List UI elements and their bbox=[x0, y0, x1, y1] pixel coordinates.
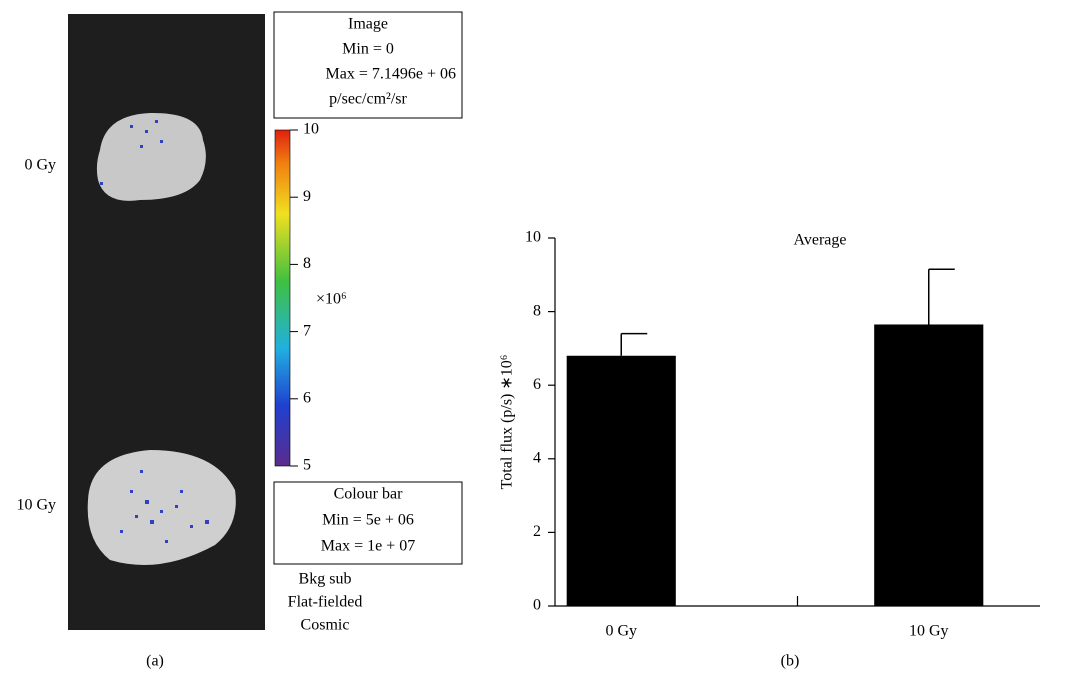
y-axis-label: Total flux (p/s) ∗10⁶ bbox=[499, 355, 516, 490]
chart-title: Average bbox=[794, 232, 847, 249]
colorbar-tick-label: 5 bbox=[303, 457, 311, 474]
colorbar bbox=[274, 129, 291, 467]
image-box-text: p/sec/cm²/sr bbox=[329, 91, 407, 108]
image-box-text: Min = 0 bbox=[342, 41, 394, 58]
note: Bkg sub bbox=[299, 571, 352, 588]
colorbar-tick-label: 8 bbox=[303, 255, 311, 272]
error-bar bbox=[620, 332, 648, 356]
colour-box-text: Min = 5e + 06 bbox=[322, 512, 414, 529]
colour-box bbox=[273, 481, 463, 565]
panel-label: (a) bbox=[146, 653, 164, 670]
y-tick-label: 6 bbox=[533, 376, 541, 393]
bar bbox=[874, 324, 984, 606]
error-bar bbox=[928, 268, 955, 325]
image-box-text: Max = 7.1496e + 06 bbox=[326, 66, 456, 83]
tumor-0gy bbox=[96, 112, 206, 201]
y-tick-label: 8 bbox=[533, 302, 541, 319]
panel-label: (b) bbox=[781, 653, 800, 670]
bar bbox=[566, 355, 676, 606]
colorbar-tick-label: 9 bbox=[303, 188, 311, 205]
x-tick-label: 0 Gy bbox=[605, 623, 637, 640]
y-tick-label: 10 bbox=[525, 229, 541, 246]
tumor-10gy bbox=[87, 450, 236, 565]
colorbar-tick-label: 7 bbox=[303, 322, 311, 339]
y-tick-label: 4 bbox=[533, 449, 541, 466]
colour-box-text: Max = 1e + 07 bbox=[321, 538, 415, 555]
colorbar-tick-label: 10 bbox=[303, 121, 319, 138]
image-box-text: Image bbox=[348, 16, 388, 33]
y-tick-label: 0 bbox=[533, 597, 541, 614]
y-tick-label: 2 bbox=[533, 523, 541, 540]
colorbar-tick-label: 6 bbox=[303, 389, 311, 406]
colorbar-multiplier: ×10⁶ bbox=[316, 291, 347, 308]
row-label: 10 Gy bbox=[16, 497, 56, 514]
note: Flat-fielded bbox=[288, 594, 363, 611]
note: Cosmic bbox=[301, 617, 350, 634]
signal bbox=[100, 120, 209, 543]
image-box bbox=[273, 11, 463, 119]
row-label: 0 Gy bbox=[24, 157, 56, 174]
colour-box-text: Colour bar bbox=[334, 486, 404, 503]
x-tick-label: 10 Gy bbox=[909, 623, 949, 640]
